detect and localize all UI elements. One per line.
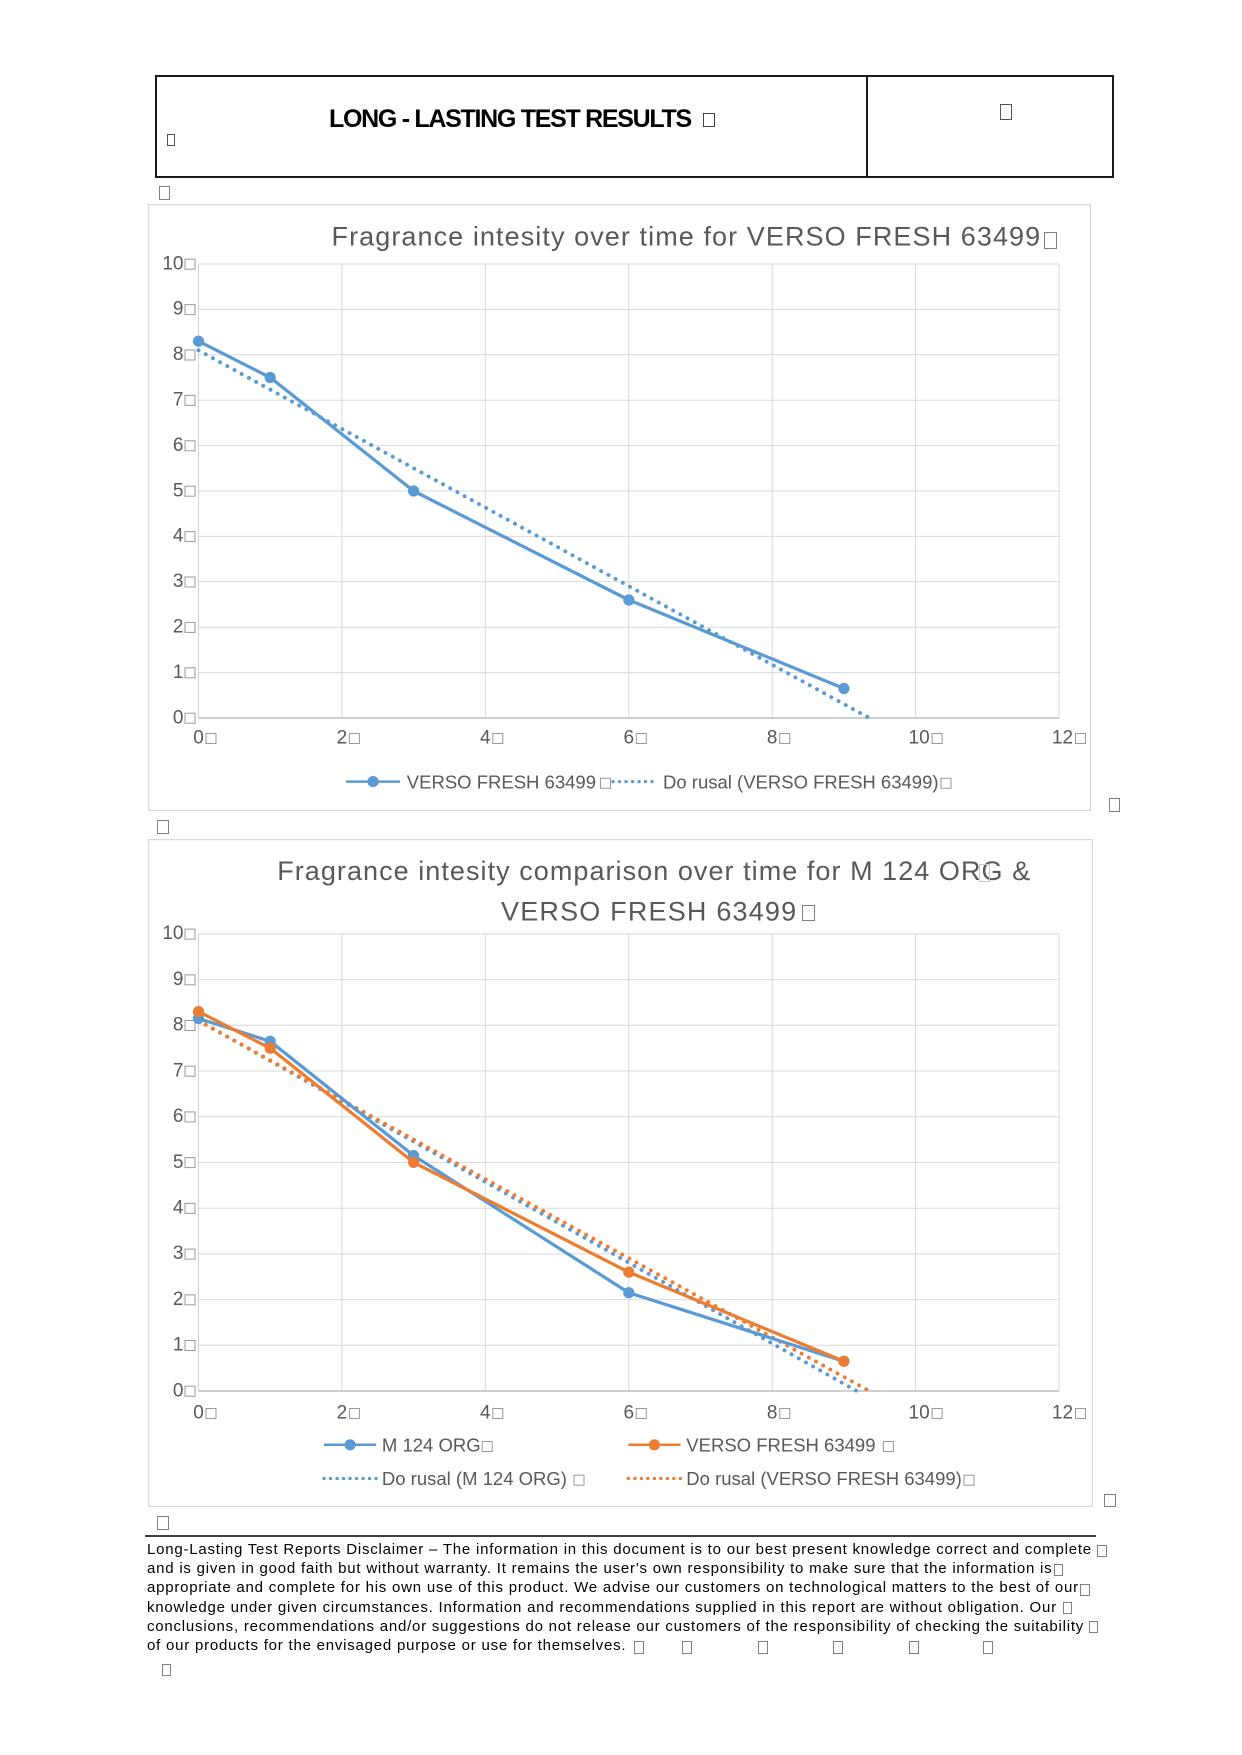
svg-text:1: 1 [172, 662, 183, 683]
svg-text:2: 2 [336, 1402, 347, 1423]
svg-text:Fragrance intesity over time f: Fragrance intesity over time for VERSO F… [331, 222, 1041, 252]
svg-text:9: 9 [172, 968, 183, 989]
svg-text:Do rusal (M 124 ORG): Do rusal (M 124 ORG) [381, 1468, 566, 1489]
svg-text:10: 10 [908, 728, 929, 749]
svg-text:Do rusal (VERSO FRESH 63499): Do rusal (VERSO FRESH 63499) [663, 771, 939, 792]
svg-text:5: 5 [172, 1151, 183, 1172]
svg-text:Fragrance intesity comparison: Fragrance intesity comparison over time … [277, 855, 1031, 885]
svg-text:2: 2 [172, 1288, 183, 1309]
svg-text:1: 1 [172, 1334, 183, 1355]
svg-text:0: 0 [193, 1402, 204, 1423]
svg-text:0: 0 [172, 1380, 183, 1401]
svg-text:5: 5 [172, 480, 183, 501]
svg-text:M 124 ORG: M 124 ORG [381, 1434, 480, 1455]
svg-text:12: 12 [1051, 728, 1072, 749]
svg-text:3: 3 [172, 1243, 183, 1264]
svg-text:6: 6 [172, 435, 183, 456]
svg-text:4: 4 [172, 1197, 183, 1218]
svg-text:8: 8 [172, 344, 183, 365]
svg-text:4: 4 [480, 728, 491, 749]
svg-text:8: 8 [766, 728, 777, 749]
svg-text:4: 4 [172, 526, 183, 547]
svg-text:Do rusal (VERSO FRESH 63499): Do rusal (VERSO FRESH 63499) [686, 1468, 962, 1489]
svg-text:VERSO FRESH 63499: VERSO FRESH 63499 [686, 1434, 875, 1455]
svg-text:2: 2 [336, 728, 347, 749]
svg-text:12: 12 [1051, 1402, 1072, 1423]
svg-text:3: 3 [172, 571, 183, 592]
svg-text:VERSO FRESH 63499: VERSO FRESH 63499 [501, 896, 797, 926]
svg-text:0: 0 [193, 728, 204, 749]
svg-text:8: 8 [172, 1014, 183, 1035]
svg-text:8: 8 [766, 1402, 777, 1423]
svg-text:7: 7 [172, 390, 183, 411]
svg-text:10: 10 [908, 1402, 929, 1423]
svg-text:10: 10 [162, 253, 183, 274]
svg-text:7: 7 [172, 1060, 183, 1081]
svg-text:4: 4 [480, 1402, 491, 1423]
svg-text:6: 6 [623, 728, 634, 749]
svg-text:10: 10 [162, 923, 183, 944]
svg-text:0: 0 [172, 707, 183, 728]
svg-text:2: 2 [172, 617, 183, 638]
svg-text:9: 9 [172, 299, 183, 320]
svg-text:VERSO FRESH 63499: VERSO FRESH 63499 [406, 771, 595, 792]
svg-text:6: 6 [172, 1106, 183, 1127]
svg-text:6: 6 [623, 1402, 634, 1423]
